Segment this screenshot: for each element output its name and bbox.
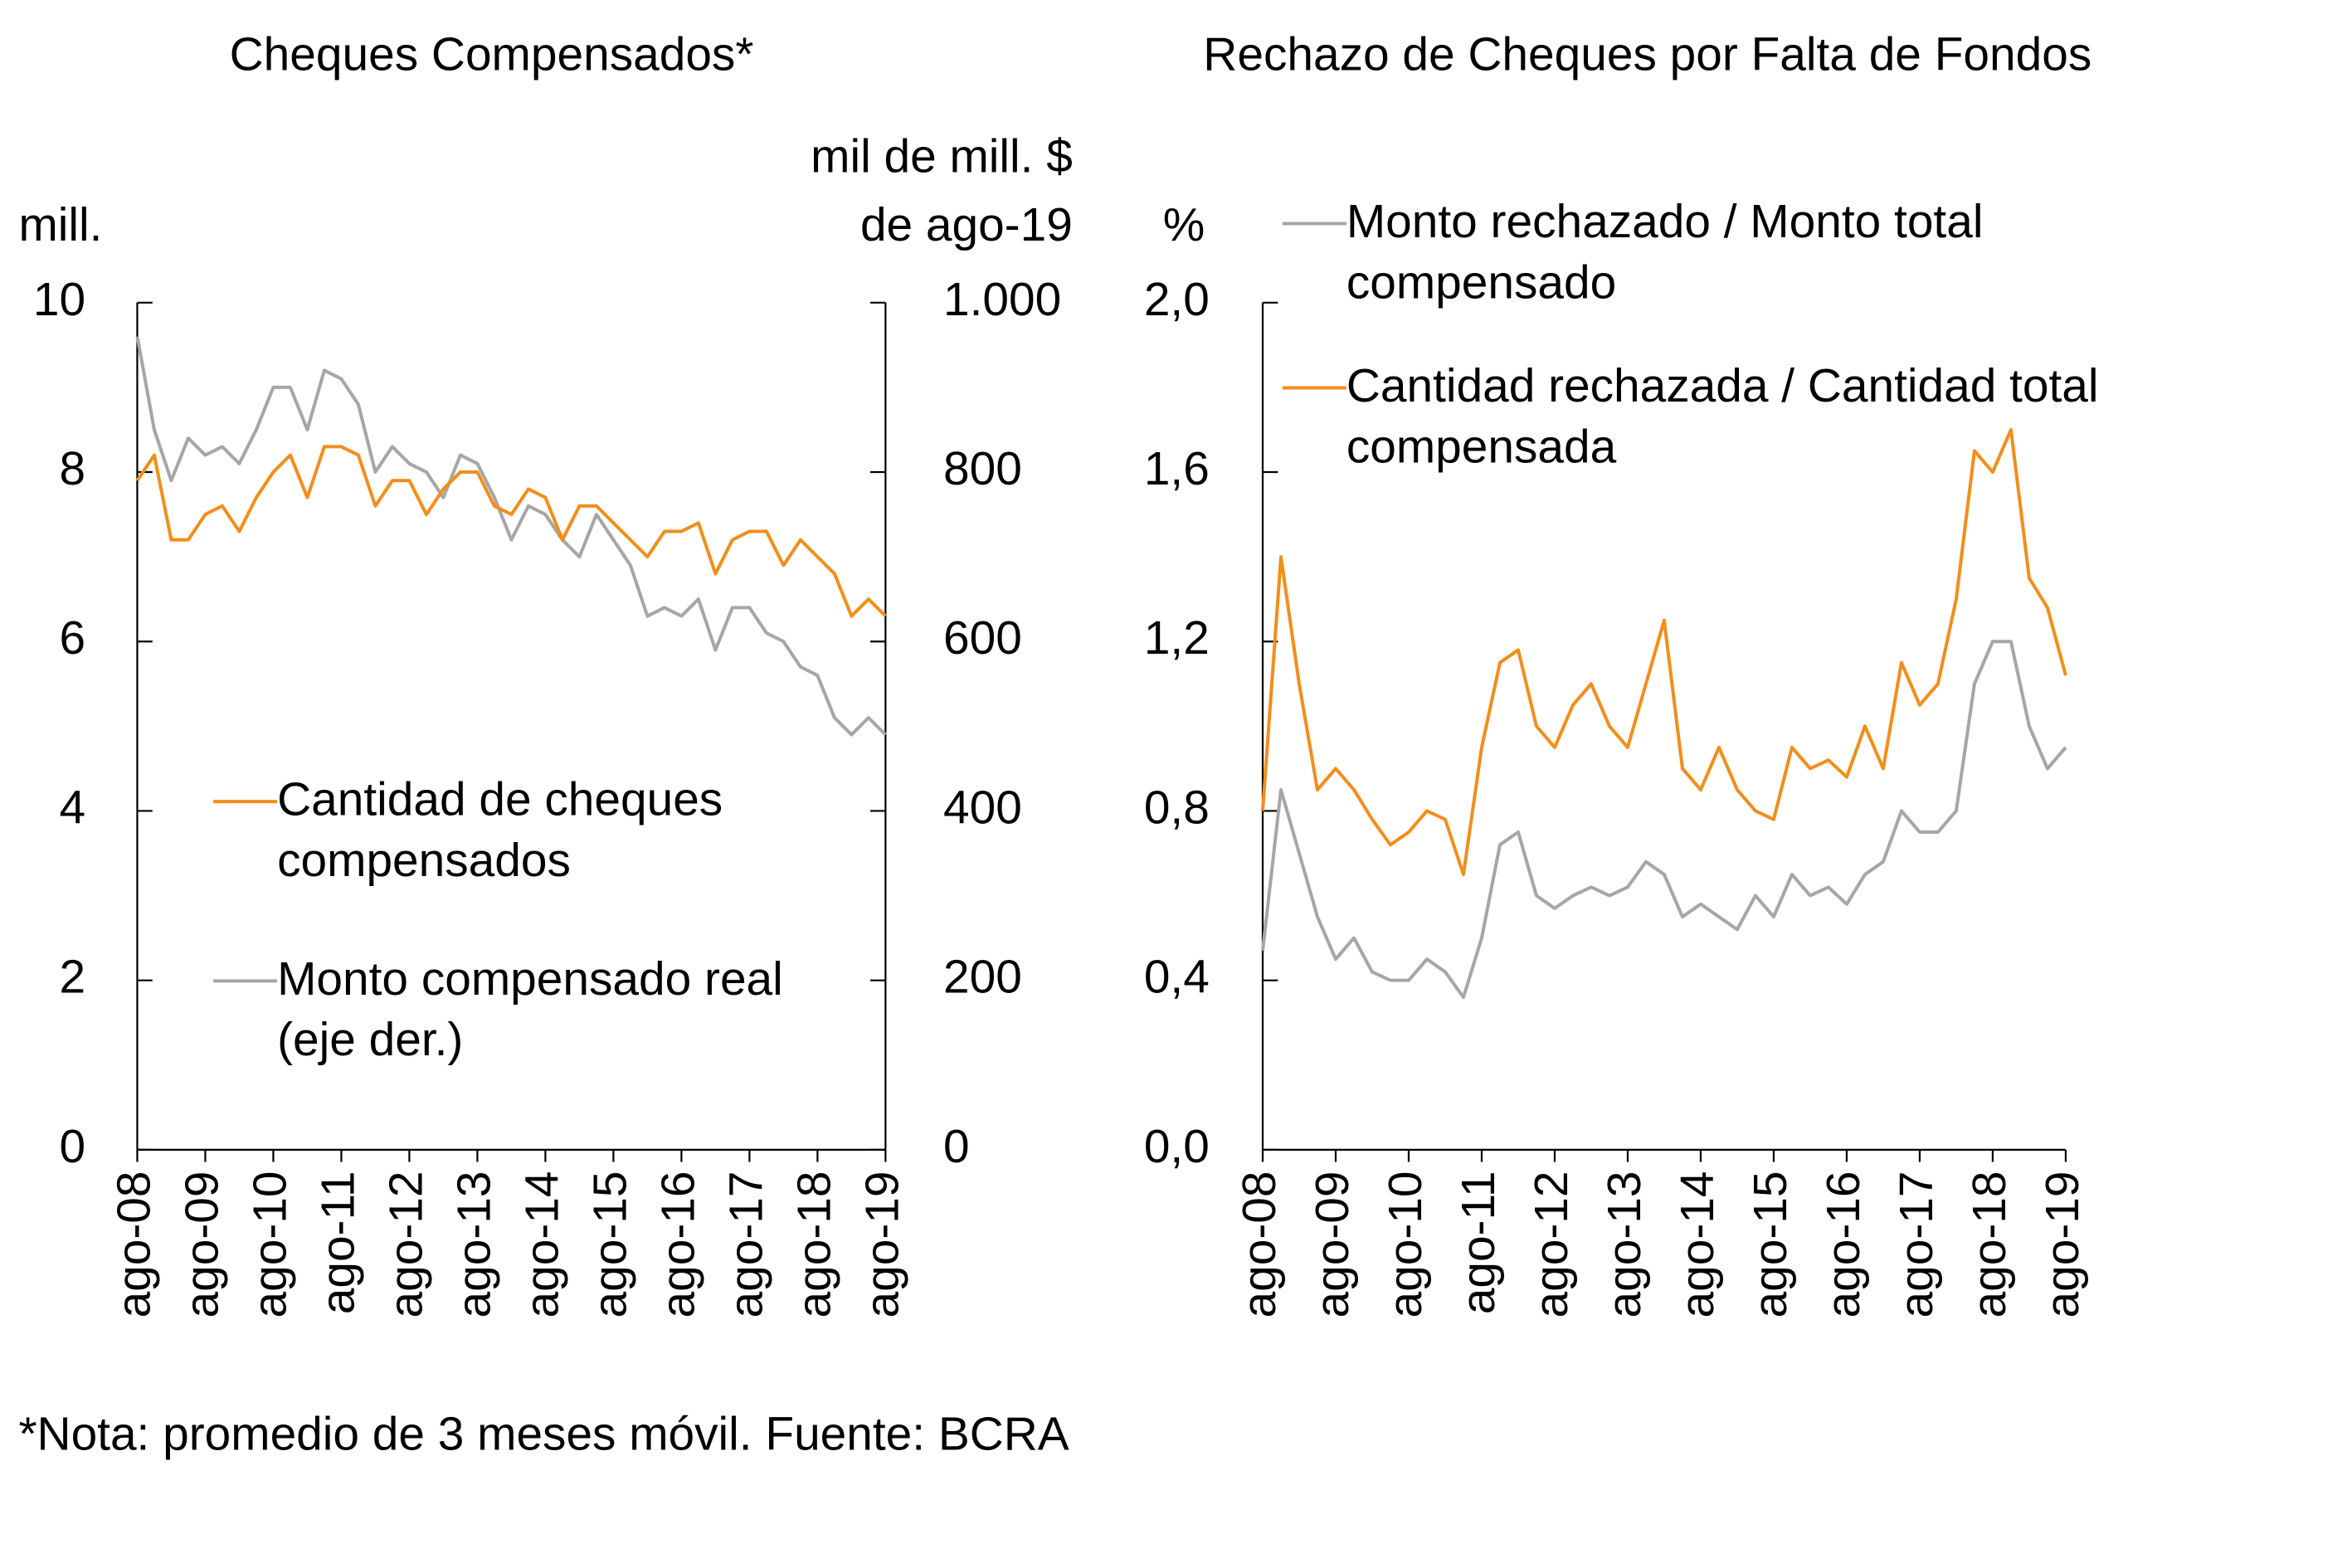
x-tick-label: ago-16: [1818, 1171, 1870, 1318]
x-tick-label: ago-13: [448, 1171, 500, 1318]
x-tick-label: ago-09: [176, 1171, 228, 1318]
y-tick-label: 10: [33, 274, 85, 326]
y-axis-label: mill.: [18, 199, 102, 251]
series-line: [1260, 427, 2067, 877]
x-tick-label: ago-08: [108, 1171, 160, 1318]
legend-label-box: Cantidad rechazada / Cantidad total comp…: [1346, 358, 2099, 474]
y-tick-label: 0: [60, 1121, 86, 1173]
y-tick-label: 8: [60, 443, 86, 495]
x-tick-label: ago-16: [652, 1171, 704, 1318]
chart-title: Rechazo de Cheques por Falta de Fondos: [1203, 27, 2092, 81]
x-tick-label: ago-11: [312, 1171, 364, 1315]
x-tick-label: ago-10: [1380, 1171, 1432, 1318]
x-tick-label: ago-15: [1745, 1171, 1797, 1318]
y-axis-label: %: [1163, 199, 1205, 251]
x-tick-label: ago-18: [788, 1171, 840, 1318]
x-tick-label: ago-11: [1453, 1171, 1505, 1315]
y-tick-label: 2,0: [1144, 274, 1210, 326]
legend-label: Monto rechazado / Monto total compensado: [1346, 194, 1984, 309]
x-tick-label: ago-14: [516, 1171, 568, 1318]
y-tick-label: 6: [60, 612, 86, 665]
x-tick-label: ago-12: [1526, 1171, 1578, 1318]
y2-tick-label: 200: [943, 952, 1022, 1004]
legend-label-box: Cantidad de cheques compensados: [277, 772, 723, 887]
chart-title: Cheques Compensados*: [229, 27, 754, 81]
legend-label: Cantidad de cheques compensados: [277, 772, 723, 887]
y-tick-label: 2: [60, 952, 86, 1004]
y-tick-label: 0,4: [1144, 952, 1210, 1004]
x-tick-label: ago-09: [1307, 1171, 1359, 1318]
x-tick-label: ago-14: [1672, 1171, 1724, 1318]
x-tick-label: ago-17: [1891, 1171, 1943, 1318]
y2-tick-label: 600: [943, 612, 1022, 665]
x-tick-label: ago-13: [1599, 1171, 1651, 1318]
y-tick-label: 1,2: [1144, 612, 1210, 665]
y-tick-label: 0,0: [1144, 1121, 1210, 1173]
y2-tick-label: 400: [943, 782, 1022, 834]
y2-tick-label: 0: [943, 1121, 970, 1173]
legend-label-box: Monto rechazado / Monto total compensado: [1346, 194, 1984, 309]
x-tick-label: ago-08: [1234, 1171, 1286, 1318]
series-line: [135, 445, 887, 618]
x-tick-label: ago-18: [1964, 1171, 2016, 1318]
x-tick-label: ago-12: [380, 1171, 432, 1318]
y2-axis-label: mil de mill. $: [811, 130, 1073, 183]
x-tick-label: ago-15: [584, 1171, 636, 1318]
y2-tick-label: 800: [943, 443, 1022, 495]
x-tick-label: ago-19: [2037, 1171, 2089, 1318]
y2-axis-label: de ago-19: [860, 199, 1073, 251]
y2-tick-label: 1.000: [943, 274, 1061, 326]
series-line: [135, 336, 887, 737]
y-tick-label: 4: [60, 782, 86, 834]
x-tick-label: ago-19: [856, 1171, 908, 1318]
y-tick-label: 1,6: [1144, 443, 1210, 495]
x-tick-label: ago-10: [244, 1171, 296, 1318]
legend-label: Monto compensado real (eje der.): [277, 952, 783, 1067]
legend-label: Cantidad rechazada / Cantidad total comp…: [1346, 358, 2099, 474]
chart-title-box: Rechazo de Cheques por Falta de Fondos: [1203, 27, 2092, 81]
x-tick-label: ago-17: [720, 1171, 772, 1318]
y-tick-label: 0,8: [1144, 782, 1210, 834]
chart-title-box: Cheques Compensados*: [229, 27, 754, 81]
series-line: [1260, 640, 2067, 1000]
footnote: *Nota: promedio de 3 meses móvil. Fuente…: [18, 1408, 1069, 1460]
legend-label-box: Monto compensado real (eje der.): [277, 952, 783, 1067]
